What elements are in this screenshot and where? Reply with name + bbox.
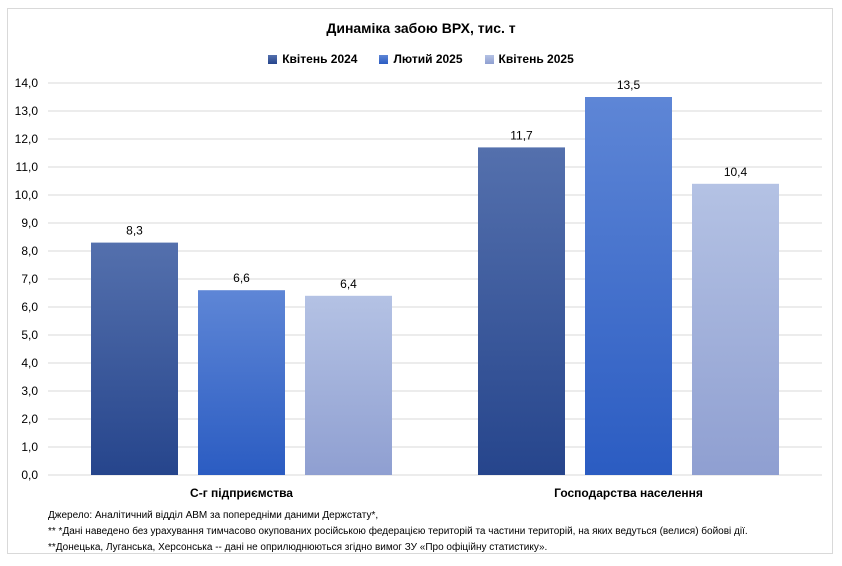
- legend-item-april-2024: Квітень 2024: [268, 52, 357, 66]
- y-tick-label: 9,0: [21, 216, 38, 230]
- data-label: 6,4: [340, 277, 357, 291]
- data-label: 13,5: [617, 78, 641, 92]
- y-tick-label: 14,0: [15, 76, 39, 90]
- footnote-occupied: ** *Дані наведено без урахування тимчасо…: [48, 526, 748, 537]
- bar: [305, 295, 392, 475]
- legend-label: Квітень 2025: [498, 52, 574, 66]
- legend-swatch: [484, 54, 494, 64]
- data-label: 6,6: [233, 271, 250, 285]
- x-category-label: С-г підприємства: [190, 486, 293, 500]
- legend-label: Квітень 2024: [282, 52, 358, 66]
- y-tick-label: 5,0: [21, 328, 38, 342]
- footnote-regions: **Донецька, Луганська, Херсонська -- дан…: [48, 542, 548, 553]
- legend-item-april-2025: Квітень 2025: [484, 52, 574, 66]
- data-label: 11,7: [510, 128, 533, 142]
- legend-item-february-2025: Лютий 2025: [379, 52, 463, 66]
- y-tick-label: 6,0: [21, 300, 38, 314]
- y-tick-label: 2,0: [21, 412, 38, 426]
- y-tick-label: 12,0: [15, 132, 39, 146]
- bar: [91, 242, 178, 475]
- y-tick-label: 7,0: [21, 272, 38, 286]
- legend-swatch: [268, 54, 278, 64]
- bar: [198, 290, 285, 475]
- x-category-label: Господарства населення: [554, 486, 703, 500]
- y-tick-label: 10,0: [15, 188, 39, 202]
- y-tick-label: 11,0: [16, 160, 39, 174]
- legend-swatch: [379, 54, 389, 64]
- bar: [478, 147, 565, 475]
- y-tick-label: 3,0: [21, 384, 38, 398]
- footnote-source: Джерело: Аналітичний відділ АВМ за попер…: [48, 510, 379, 521]
- y-tick-label: 13,0: [15, 104, 39, 118]
- data-label: 10,4: [724, 165, 748, 179]
- y-tick-label: 0,0: [21, 468, 38, 482]
- y-tick-label: 8,0: [21, 244, 38, 258]
- bar: [585, 97, 672, 475]
- chart-legend: Квітень 2024 Лютий 2025 Квітень 2025: [0, 52, 842, 66]
- bar: [692, 183, 779, 476]
- footnotes: Джерело: Аналітичний відділ АВМ за попер…: [48, 508, 828, 556]
- legend-label: Лютий 2025: [393, 52, 463, 66]
- data-label: 8,3: [126, 224, 143, 238]
- y-tick-label: 4,0: [21, 356, 38, 370]
- y-tick-label: 1,0: [21, 440, 38, 454]
- chart-title: Динаміка забою ВРХ, тис. т: [326, 20, 516, 36]
